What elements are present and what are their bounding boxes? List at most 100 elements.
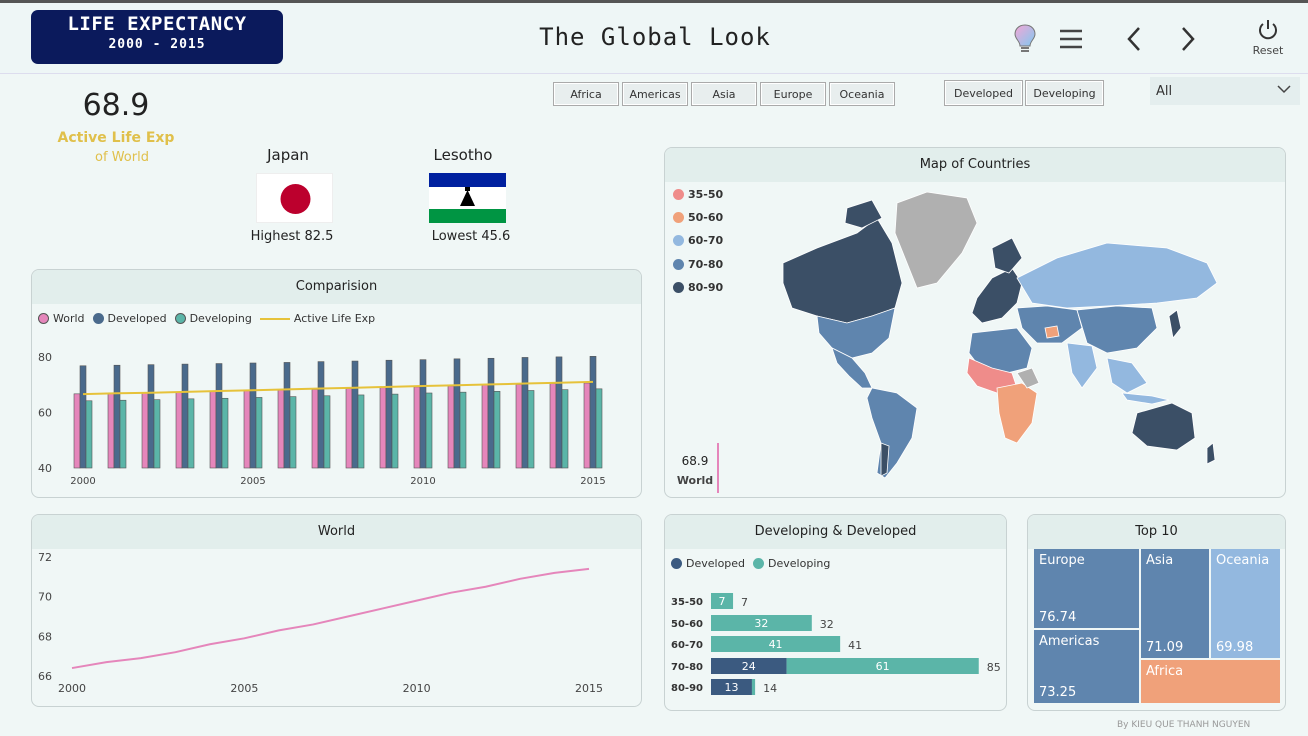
x-tick-label: 2010 bbox=[410, 476, 435, 487]
highest-country-name: Japan bbox=[267, 146, 309, 164]
bar-developed bbox=[147, 364, 155, 469]
comparison-chart: 40 60 80 2000 2005 2010 2015 bbox=[38, 351, 606, 487]
bar-developed bbox=[113, 364, 121, 469]
x-tick-label: 2000 bbox=[58, 682, 86, 695]
bar-world bbox=[73, 393, 81, 469]
bar-developing bbox=[289, 396, 297, 469]
x-tick-label: 2005 bbox=[240, 476, 265, 487]
treemap-americas[interactable]: Americas 73.25 bbox=[1034, 630, 1139, 703]
bar-world bbox=[311, 389, 319, 469]
total-label: 7 bbox=[741, 596, 748, 609]
region-filter-americas[interactable]: Americas bbox=[622, 82, 688, 106]
world-title: World bbox=[32, 515, 641, 549]
treemap-europe-label: Europe bbox=[1039, 553, 1085, 568]
y-tick-label: 60 bbox=[38, 406, 52, 419]
highest-stat: Highest 82.5 bbox=[250, 229, 334, 244]
region-filter-africa[interactable]: Africa bbox=[553, 82, 619, 106]
bar-developing bbox=[786, 658, 979, 674]
menu-icon[interactable] bbox=[1057, 21, 1085, 57]
legend-developed: Developed bbox=[686, 557, 746, 570]
legend-dot-70-80 bbox=[673, 259, 684, 270]
lowest-country-name: Lesotho bbox=[433, 146, 493, 164]
top10-panel: Top 10 Europe 76.74 Americas 73.25 Asia … bbox=[1027, 514, 1286, 711]
x-tick-label: 2015 bbox=[580, 476, 605, 487]
bar-world bbox=[345, 388, 353, 469]
data-label: 41 bbox=[769, 638, 783, 651]
legend-dot-developed bbox=[92, 313, 104, 324]
treemap-asia[interactable]: Asia 71.09 bbox=[1141, 549, 1209, 658]
kpi-sublabel: of World bbox=[95, 150, 149, 165]
bar-world bbox=[549, 383, 557, 469]
y-tick-label: 70 bbox=[38, 591, 52, 604]
map-panel: Map of Countries 35-50 50-60 60-70 70-80… bbox=[664, 147, 1286, 498]
bar-developing bbox=[153, 399, 161, 469]
lightbulb-icon[interactable] bbox=[1010, 21, 1040, 57]
brand-banner: LIFE EXPECTANCY 2000 - 2015 bbox=[31, 10, 283, 64]
bar-developing bbox=[595, 388, 603, 469]
treemap-americas-label: Americas bbox=[1039, 634, 1100, 649]
region-filter-asia[interactable]: Asia bbox=[691, 82, 757, 106]
reset-button[interactable]: Reset bbox=[1252, 44, 1284, 57]
map-legend-item: 80-90 bbox=[673, 281, 723, 294]
bar-developing bbox=[425, 392, 433, 469]
region-filter-oceania[interactable]: Oceania bbox=[829, 82, 895, 106]
bar-world bbox=[107, 392, 115, 469]
y-tick-label: 80 bbox=[38, 351, 52, 364]
bar-developed bbox=[385, 359, 393, 469]
legend-70-80: 70-80 bbox=[688, 258, 724, 271]
bar-world bbox=[209, 391, 217, 469]
world-map[interactable] bbox=[777, 188, 1237, 488]
bar-world bbox=[515, 384, 523, 469]
lesotho-flag bbox=[429, 173, 506, 223]
treemap-oceania-value: 69.98 bbox=[1216, 640, 1254, 655]
status-filter-developed[interactable]: Developed bbox=[944, 80, 1023, 106]
line-active-life-exp bbox=[82, 380, 594, 396]
devdev-chart: 35-50 7 7 50-60 32 32 60-70 41 41 70-80 24 61 85 80-9… bbox=[671, 593, 1001, 695]
x-tick-label: 2000 bbox=[70, 476, 95, 487]
dropdown-value: All bbox=[1156, 84, 1173, 99]
forward-arrow-icon[interactable] bbox=[1176, 21, 1200, 57]
treemap-asia-label: Asia bbox=[1146, 553, 1174, 568]
bar-developing bbox=[711, 615, 812, 631]
bar-developed bbox=[317, 361, 325, 469]
lowest-stat: Lowest 45.6 bbox=[431, 229, 511, 244]
bar-developed bbox=[711, 679, 752, 695]
treemap-oceania[interactable]: Oceania 69.98 bbox=[1211, 549, 1280, 658]
brand-years: 2000 - 2015 bbox=[108, 37, 206, 52]
legend-developed: Developed bbox=[107, 312, 167, 325]
bar-developing bbox=[711, 593, 734, 609]
bar-developed bbox=[555, 356, 563, 469]
legend-80-90: 80-90 bbox=[688, 281, 724, 294]
treemap-americas-value: 73.25 bbox=[1039, 685, 1077, 700]
brand-title: LIFE EXPECTANCY bbox=[67, 13, 247, 35]
region-filter-europe[interactable]: Europe bbox=[760, 82, 826, 106]
bar-developing bbox=[561, 389, 569, 469]
kpi-label: Active Life Exp bbox=[57, 130, 175, 146]
country-dropdown[interactable]: All bbox=[1150, 77, 1300, 105]
bar-developing bbox=[255, 397, 263, 469]
category-label: 80-90 bbox=[671, 683, 703, 694]
bar-world bbox=[413, 386, 421, 469]
total-label: 85 bbox=[987, 661, 1001, 674]
back-arrow-icon[interactable] bbox=[1122, 21, 1146, 57]
y-tick-label: 68 bbox=[38, 630, 52, 643]
bar-developing bbox=[357, 394, 365, 469]
devdev-legend: Developed Developing bbox=[671, 557, 830, 570]
legend-dot-80-90 bbox=[673, 282, 684, 293]
power-icon[interactable] bbox=[1254, 17, 1282, 43]
treemap-europe[interactable]: Europe 76.74 bbox=[1034, 549, 1139, 628]
legend-50-60: 50-60 bbox=[688, 211, 724, 224]
category-label: 70-80 bbox=[671, 662, 703, 673]
treemap-asia-value: 71.09 bbox=[1146, 640, 1184, 655]
legend-dot-60-70 bbox=[673, 235, 684, 246]
bar-world bbox=[481, 384, 489, 469]
bar-developed bbox=[453, 358, 461, 469]
status-filter-developing[interactable]: Developing bbox=[1025, 80, 1104, 106]
bar-developing bbox=[391, 393, 399, 469]
bar-developed bbox=[521, 357, 529, 469]
top-bar: LIFE EXPECTANCY 2000 - 2015 The Global L… bbox=[0, 0, 1308, 74]
map-stat-label: World bbox=[676, 474, 714, 487]
treemap-africa[interactable]: Africa bbox=[1141, 660, 1280, 703]
bar-world bbox=[379, 387, 387, 469]
category-label: 50-60 bbox=[671, 619, 703, 630]
